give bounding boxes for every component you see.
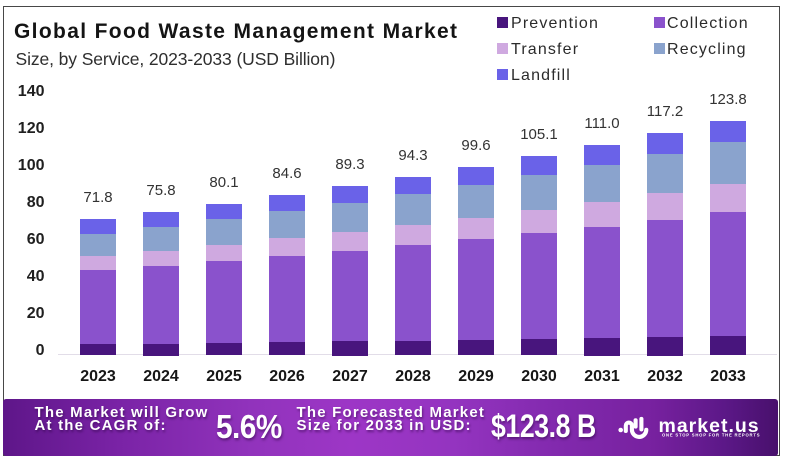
- svg-text:ONE STOP SHOP FOR THE REPORTS: ONE STOP SHOP FOR THE REPORTS: [662, 432, 760, 437]
- svg-text:market.us: market.us: [659, 414, 760, 436]
